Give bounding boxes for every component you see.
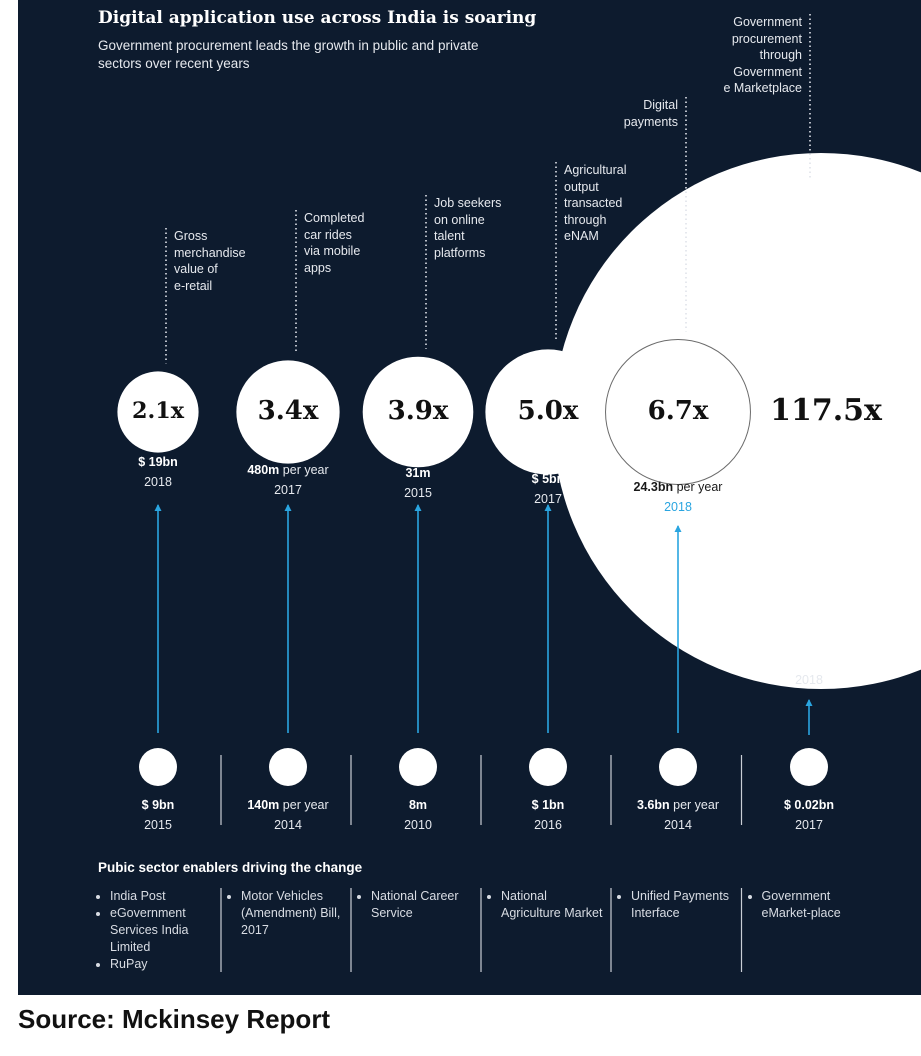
start-value-0: $ 9bn <box>141 798 175 812</box>
enabler-column-5: Government eMarket-place <box>750 888 868 922</box>
metric-label-3: Agricultural output transacted through e… <box>564 163 627 243</box>
enabler-list-3: National Agriculture Market <box>489 888 607 922</box>
metric-label-4: Digital payments <box>623 98 678 129</box>
end-label-1: 480m per year 2017 <box>213 460 363 500</box>
end-bubble-3 <box>485 349 611 475</box>
end-value-1: 480m <box>247 463 280 477</box>
start-label-3: $ 1bn 2016 <box>473 795 623 835</box>
end-unit-1: per year <box>279 463 329 477</box>
start-label-2: 8m 2010 <box>343 795 493 835</box>
chart-subtitle: Government procurement leads the growth … <box>98 38 479 71</box>
start-unit-1: per year <box>279 798 329 812</box>
source-note: Source: Mckinsey Report <box>18 1004 331 1034</box>
enabler-column-4: Unified Payments Interface <box>619 888 737 922</box>
ratio-3: 5.0x <box>517 395 579 426</box>
start-unit-4: per year <box>669 798 719 812</box>
enabler-list-5: Government eMarket-place <box>750 888 868 922</box>
end-value-0: $ 19bn <box>138 455 178 469</box>
enabler-column-2: National Career Service <box>359 888 477 922</box>
start-bubble-1 <box>269 748 307 786</box>
enabler-item-3-0: National Agriculture Market <box>501 888 607 922</box>
enablers-title: Pubic sector enablers driving the change <box>98 860 363 875</box>
start-year-4: 2014 <box>664 818 692 832</box>
start-year-3: 2016 <box>534 818 562 832</box>
enabler-column-3: National Agriculture Market <box>489 888 607 922</box>
end-year-4: 2018 <box>664 500 692 514</box>
metric-label-1: Completed car rides via mobile apps <box>304 211 365 275</box>
start-bubble-5 <box>790 748 828 786</box>
ratio-0: 2.1x <box>131 398 185 425</box>
start-bubble-3 <box>529 748 567 786</box>
infographic-panel: Digital application use across India is … <box>18 0 921 995</box>
end-value-3: $ 5bn <box>531 472 565 486</box>
metric-label-2: Job seekers on online talent platforms <box>434 196 502 260</box>
bubble-chart <box>117 14 921 972</box>
start-value-4: 3.6bn <box>637 798 670 812</box>
end-year-3: 2017 <box>534 492 562 506</box>
arrow-head-5 <box>805 699 813 706</box>
end-label-2: 31m 2015 <box>343 463 493 503</box>
enabler-list-2: National Career Service <box>359 888 477 922</box>
metric-label-0: Gross merchandise value of e-retail <box>174 229 246 293</box>
end-year-0: 2018 <box>144 475 172 489</box>
start-label-5: $ 0.02bn 2017 <box>734 795 884 835</box>
start-year-5: 2017 <box>795 818 823 832</box>
ratio-2: 3.9x <box>387 395 449 426</box>
start-bubble-0 <box>139 748 177 786</box>
end-bubble-4 <box>605 339 751 485</box>
end-label-3: $ 5bn 2017 <box>473 469 623 509</box>
start-bubble-4 <box>659 748 697 786</box>
arrow-head-4 <box>674 525 682 532</box>
ratio-5: 117.5x <box>770 393 882 429</box>
enabler-list-4: Unified Payments Interface <box>619 888 737 922</box>
start-label-1: 140m per year 2014 <box>213 795 363 835</box>
end-label-4: 24.3bn per year 2018 <box>603 477 753 517</box>
enabler-list-0: India PosteGovernment Services India Lim… <box>98 888 216 973</box>
start-value-2: 8m <box>408 798 428 812</box>
start-year-0: 2015 <box>144 818 172 832</box>
arrow-head-2 <box>414 504 422 511</box>
enabler-item-1-0: Motor Vehicles (Amendment) Bill, 2017 <box>241 888 347 939</box>
end-year-5: 2018 <box>795 673 823 687</box>
start-year-2: 2010 <box>404 818 432 832</box>
enabler-item-0-0: India Post <box>110 888 216 905</box>
end-bubble-1 <box>236 360 340 464</box>
start-label-0: $ 9bn 2015 <box>83 795 233 835</box>
start-label-4: 3.6bn per year 2014 <box>603 795 753 835</box>
enabler-item-0-1: eGovernment Services India Limited <box>110 905 216 956</box>
arrow-head-0 <box>154 504 162 511</box>
start-value-5: $ 0.02bn <box>783 798 835 812</box>
start-year-1: 2014 <box>274 818 302 832</box>
enabler-column-1: Motor Vehicles (Amendment) Bill, 2017 <box>229 888 347 939</box>
arrow-head-1 <box>284 504 292 511</box>
end-year-2: 2015 <box>404 486 432 500</box>
enabler-item-5-0: Government eMarket-place <box>762 888 868 922</box>
enabler-item-4-0: Unified Payments Interface <box>631 888 737 922</box>
end-year-1: 2017 <box>274 483 302 497</box>
end-bubble-0 <box>117 371 199 453</box>
metric-label-5: Government procurement through Governmen… <box>723 15 802 95</box>
end-label-5: $ 2.35bn 2018 <box>734 650 884 690</box>
arrow-head-3 <box>544 504 552 511</box>
ratio-4: 6.7x <box>647 395 709 426</box>
enabler-list-1: Motor Vehicles (Amendment) Bill, 2017 <box>229 888 347 939</box>
start-value-3: $ 1bn <box>531 798 565 812</box>
end-label-0: $ 19bn 2018 <box>83 452 233 492</box>
enabler-item-2-0: National Career Service <box>371 888 477 922</box>
start-value-1: 140m <box>247 798 280 812</box>
start-bubble-2 <box>399 748 437 786</box>
chart-title: Digital application use across India is … <box>98 8 537 28</box>
ratio-1: 3.4x <box>257 395 319 426</box>
end-value-4: 24.3bn <box>633 480 674 494</box>
enabler-column-0: India PosteGovernment Services India Lim… <box>98 888 216 973</box>
end-bubble-2 <box>362 356 474 468</box>
enabler-item-0-2: RuPay <box>110 956 216 973</box>
end-unit-4: per year <box>673 480 723 494</box>
end-value-5: $ 2.35bn <box>783 653 835 667</box>
end-value-2: 31m <box>405 466 431 480</box>
